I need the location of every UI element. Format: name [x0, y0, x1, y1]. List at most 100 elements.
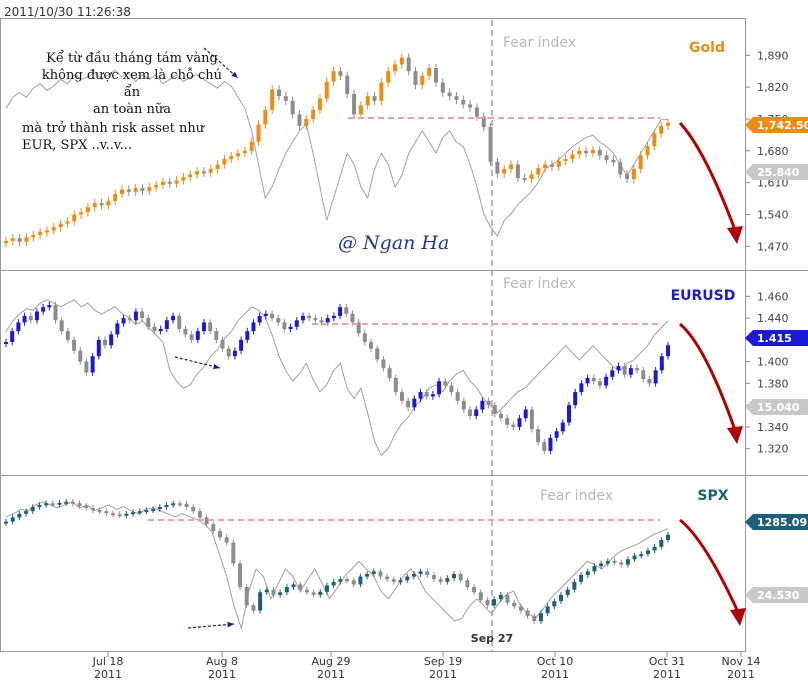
annotation-line: không được xem là chỗ chú ẩn [41, 68, 223, 100]
candle-body [325, 318, 330, 323]
candle-body [238, 563, 243, 588]
annotation-line: mà trở thành risk asset như [22, 121, 205, 136]
candle-body [307, 315, 312, 319]
fear-index-line [5, 69, 668, 238]
candle-body [50, 503, 55, 506]
candle-body [536, 168, 541, 175]
candle-body [85, 207, 90, 213]
candle-body [110, 513, 115, 516]
y-tick-label: 1,820 [757, 81, 789, 94]
candle-body [263, 109, 268, 125]
candle-body [17, 513, 22, 518]
last-value-badge [745, 117, 808, 133]
candle-body [418, 392, 423, 399]
last-value-label: 1.415 [757, 332, 792, 345]
candle-body [189, 334, 194, 340]
candle-body [31, 234, 36, 238]
candle-body [628, 368, 633, 375]
candle-body [92, 203, 97, 208]
candle-body [399, 57, 404, 65]
candle-body [201, 171, 206, 174]
candle-body [84, 505, 89, 509]
candle-body [512, 602, 517, 607]
candle-body [117, 514, 122, 517]
annotation-arrow [203, 47, 239, 79]
candle-body [452, 573, 457, 579]
candle-body [121, 318, 126, 324]
fear-value-label: 24.530 [757, 589, 800, 602]
candle-body [425, 571, 430, 576]
fear-index-label: Fear index [503, 35, 576, 51]
last-value-badge [745, 330, 808, 346]
x-tick-year: 2011 [429, 668, 457, 681]
x-tick-year: 2011 [653, 668, 681, 681]
x-tick-year: 2011 [317, 668, 345, 681]
candle-body [590, 149, 595, 154]
candle-body [645, 146, 650, 156]
candle-body [604, 155, 609, 160]
y-tick-label: 1.460 [757, 290, 789, 303]
candle-body [208, 169, 213, 173]
annotation-arrow-head [213, 363, 220, 370]
y-tick-label: 1.340 [757, 421, 789, 434]
candle-body [542, 442, 547, 451]
candle-body [458, 573, 463, 581]
candle-body [472, 587, 477, 593]
candle-body [449, 385, 454, 393]
candle-body [418, 571, 423, 574]
candle-body [257, 315, 262, 323]
candle-body [567, 405, 572, 423]
fear-index-line [5, 501, 669, 631]
candle-body [492, 599, 497, 606]
candle-body [666, 345, 670, 357]
candle-body [379, 82, 384, 101]
candle-body [319, 320, 324, 323]
last-value-label: 1,742.50 [757, 119, 808, 132]
candle-body [146, 318, 151, 327]
candle-body [509, 164, 514, 170]
sep27-marker-label: Sep 27 [471, 632, 513, 645]
candle-body [511, 424, 516, 427]
candle-body [338, 307, 343, 316]
fear-index-label: Fear index [540, 488, 613, 504]
candle-body [433, 68, 438, 83]
candle-body [474, 107, 479, 117]
candle-body [616, 365, 621, 371]
candle-body [57, 502, 62, 505]
candle-body [249, 141, 254, 151]
candle-body [372, 96, 377, 101]
candle-body [378, 571, 383, 577]
candle-body [529, 174, 534, 180]
candle-body [393, 64, 398, 72]
candle-body [167, 181, 172, 184]
candle-body [461, 400, 466, 410]
candle-body [619, 562, 624, 565]
candle-body [358, 105, 363, 115]
x-tick-year: 2011 [208, 668, 236, 681]
candle-body [137, 511, 142, 514]
candle-body [331, 315, 336, 319]
candle-body [338, 579, 343, 582]
candle-body [412, 398, 417, 408]
fear-value-label: 25.840 [757, 166, 800, 179]
x-tick-year: 2011 [541, 668, 569, 681]
candle-body [461, 99, 466, 105]
last-value-label: 1285.09 [757, 516, 807, 529]
x-tick-label: Sep 19 [424, 655, 462, 668]
down-arrow-shaft [679, 518, 740, 613]
candle-body [164, 504, 169, 507]
candle-body [222, 159, 227, 165]
candle-body [599, 563, 604, 567]
candle-body [659, 356, 664, 371]
candle-body [638, 155, 643, 170]
candle-body [44, 230, 49, 233]
candle-body [468, 104, 473, 108]
candle-body [381, 359, 386, 369]
candle-body [154, 184, 159, 188]
annotation-arrow [187, 623, 235, 629]
candle-body [215, 164, 220, 170]
candle-body [556, 160, 561, 167]
candle-body [304, 118, 309, 126]
plot-frame [0, 18, 746, 652]
candle-body [317, 98, 322, 110]
